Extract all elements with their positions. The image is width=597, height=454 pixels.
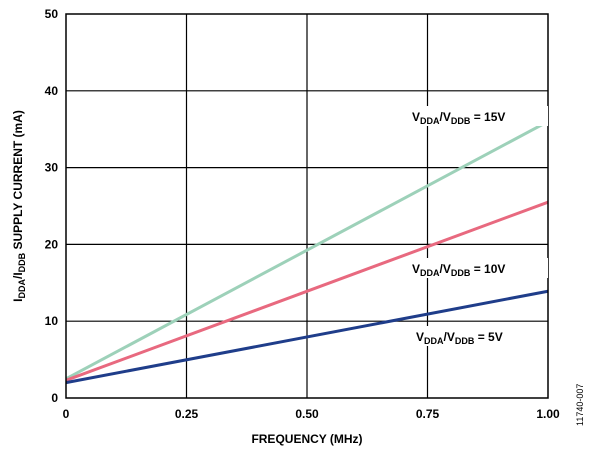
x-tick-label: 0 [63, 407, 70, 421]
series-label-10v: VDDA/VDDB = 10V [412, 262, 505, 278]
y-tick-labels: 0 10 20 30 40 50 [45, 7, 59, 405]
label-bg-15v [406, 106, 548, 126]
x-tick-labels: 0 0.25 0.50 0.75 1.00 [63, 407, 560, 421]
y-tick-label: 40 [45, 84, 59, 98]
y-tick-label: 30 [45, 161, 59, 175]
y-tick-label: 10 [45, 314, 59, 328]
series-line-1 [65, 200, 549, 382]
y-tick-label: 0 [51, 391, 58, 405]
grid [66, 14, 548, 398]
series-label-5v: VDDA/VDDB = 5V [416, 330, 503, 346]
plot-frame [65, 13, 549, 399]
series-label-15v: VDDA/VDDB = 15V [412, 110, 505, 126]
y-tick-label: 20 [45, 237, 59, 251]
x-axis-title: FREQUENCY (MHz) [251, 432, 362, 446]
series-line-2 [65, 289, 549, 385]
x-tick-label: 0.50 [295, 407, 319, 421]
x-tick-label: 1.00 [536, 407, 560, 421]
y-axis-title: IDDA/IDDB SUPPLY CURRENT (mA) [11, 110, 27, 302]
x-tick-label: 0.75 [416, 407, 440, 421]
label-bg-10v [406, 258, 548, 278]
figure-id: 11740-007 [575, 384, 585, 426]
series-line-0 [65, 120, 549, 381]
y-tick-label: 50 [45, 7, 59, 21]
label-bg-5v [410, 326, 544, 346]
series-lines [65, 120, 549, 385]
x-tick-label: 0.25 [175, 407, 199, 421]
